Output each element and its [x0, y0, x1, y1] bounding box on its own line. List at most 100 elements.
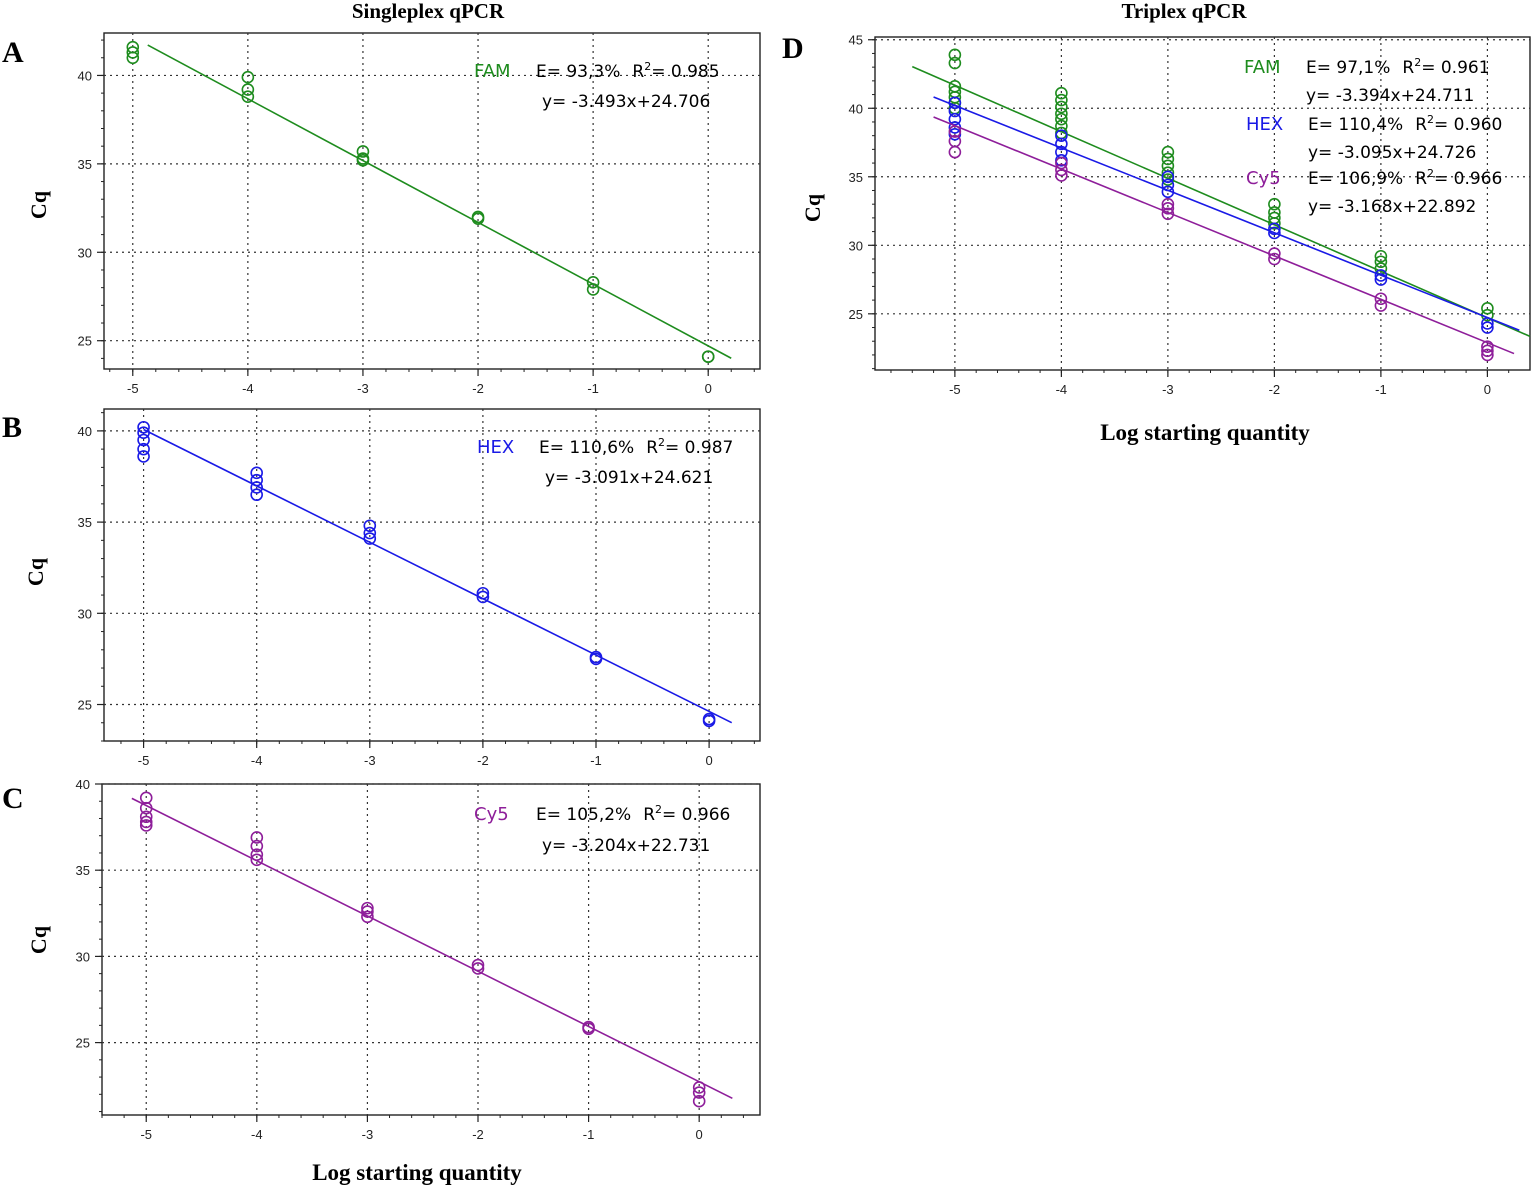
- panel-letter-c: C: [2, 782, 24, 815]
- x-tick-label: 0: [696, 1127, 703, 1142]
- data-point-cy5: [1055, 163, 1068, 177]
- data-point-hex: [948, 96, 962, 110]
- series-name-fam: FAM: [474, 61, 511, 82]
- data-point-cy5: [582, 1022, 595, 1036]
- r2-superscript: 2: [1427, 167, 1434, 180]
- y-axis-label-c: Cq: [26, 925, 51, 954]
- efficiency-value: E= 105,2%: [536, 805, 631, 825]
- data-point-hex: [948, 112, 962, 126]
- data-point-cy5: [1055, 156, 1068, 170]
- plot-frame: [874, 36, 1531, 371]
- data-point-cy5: [1268, 252, 1281, 266]
- data-point-fam: [126, 46, 140, 59]
- data-point-fam: [241, 70, 255, 84]
- data-point-cy5: [139, 810, 153, 824]
- data-point-fam: [1481, 302, 1494, 315]
- y-tick-label: 35: [78, 515, 92, 530]
- efficiency-value: E= 110,4%: [1308, 115, 1403, 135]
- r2-label: R: [1402, 58, 1414, 78]
- data-point-cy5: [250, 839, 264, 853]
- panel-a-plot: -5 -4 -3 -2 -1 0 25 30 35 40 FAM E= 93,3% R2= 0.985 y…: [78, 32, 761, 396]
- regression-line-cy5: [933, 116, 1515, 355]
- x-tick-label: -5: [127, 381, 139, 396]
- data-point-fam: [471, 212, 485, 225]
- regression-equation: y= -3.493x+24.706: [542, 92, 710, 112]
- regression-equation: y= -3.204x+22.731: [542, 836, 710, 856]
- data-point-cy5: [1374, 299, 1388, 312]
- r2-value: = 0.987: [665, 438, 733, 458]
- singleplex-title: Singleplex qPCR: [352, 0, 505, 23]
- data-point-hex: [137, 420, 150, 434]
- r2-value: = 0.985: [651, 62, 719, 82]
- y-tick-label: 40: [849, 101, 863, 116]
- y-axis-label-b: Cq: [23, 557, 48, 586]
- data-point-fam: [1374, 249, 1388, 263]
- data-point-hex: [1161, 178, 1175, 192]
- data-point-cy5: [1161, 207, 1175, 221]
- x-tick-label: -1: [1375, 382, 1387, 397]
- efficiency-r2-text: E= 105,2% R2= 0.966: [536, 803, 730, 825]
- x-tick-label: -4: [1056, 382, 1068, 397]
- regression-equation: y= -3.095x+24.726: [1308, 143, 1476, 163]
- data-point-hex: [1055, 137, 1068, 151]
- y-tick-label: 40: [78, 68, 92, 83]
- y-tick-label: 40: [76, 777, 90, 792]
- data-point-cy5: [692, 1094, 706, 1108]
- data-point-fam: [1161, 152, 1175, 166]
- data-point-cy5: [471, 958, 485, 972]
- data-point-hex: [476, 586, 490, 600]
- r2-label: R: [1415, 115, 1427, 135]
- data-point-cy5: [1055, 169, 1068, 182]
- y-tick-label: 35: [78, 157, 92, 172]
- r2-superscript: 2: [644, 60, 651, 73]
- data-point-fam: [1055, 112, 1068, 126]
- r2-label: R: [1415, 169, 1427, 189]
- data-point-fam: [1268, 217, 1281, 230]
- efficiency-r2-text: E= 93,3% R2= 0.985: [536, 60, 720, 82]
- r2-superscript: 2: [1414, 56, 1421, 69]
- r2-value: = 0.966: [662, 805, 730, 825]
- data-point-fam: [241, 83, 255, 96]
- x-tick-label: -2: [472, 381, 484, 396]
- data-point-hex: [250, 481, 263, 494]
- data-point-cy5: [139, 815, 153, 829]
- x-tick-label: -2: [472, 1127, 484, 1142]
- data-point-cy5: [139, 819, 153, 832]
- efficiency-r2-text: E= 110,6% R2= 0.987: [539, 436, 733, 458]
- data-point-hex: [137, 442, 150, 456]
- x-axis-label-d: Log starting quantity: [1100, 420, 1310, 445]
- series-name-hex: HEX: [477, 437, 514, 458]
- r2-value: = 0.961: [1421, 58, 1489, 78]
- y-tick-label: 45: [849, 33, 863, 48]
- data-point-hex: [363, 532, 377, 545]
- x-tick-label: 0: [705, 753, 712, 768]
- data-point-fam: [1055, 100, 1068, 114]
- panel-letter-d: D: [782, 32, 804, 65]
- data-point-cy5: [1481, 340, 1494, 354]
- y-tick-label: 25: [78, 698, 92, 713]
- efficiency-value: E= 93,3%: [536, 62, 620, 82]
- regression-line-cy5: [131, 797, 733, 1099]
- data-point-cy5: [361, 905, 374, 918]
- x-axis-label-c: Log starting quantity: [312, 1160, 522, 1185]
- data-point-hex: [250, 473, 263, 487]
- data-point-hex: [363, 519, 377, 533]
- regression-line-fam: [147, 44, 732, 359]
- data-point-hex: [363, 526, 377, 540]
- r2-superscript: 2: [658, 436, 665, 449]
- efficiency-value: E= 106,9%: [1308, 169, 1403, 189]
- efficiency-value: E= 110,6%: [539, 438, 634, 458]
- data-point-hex: [1481, 321, 1494, 334]
- data-point-fam: [1055, 119, 1068, 133]
- x-tick-label: -4: [251, 753, 263, 768]
- series-name-fam: FAM: [1244, 57, 1281, 78]
- y-tick-label: 30: [78, 606, 92, 621]
- data-point-cy5: [1374, 292, 1388, 306]
- efficiency-r2-text: E= 106,9% R2= 0.966: [1308, 167, 1502, 189]
- panel-c-plot: -5 -4 -3 -2 -1 0 25 30 35 40 Cy5 E= 105,2% R2= 0.966…: [76, 777, 761, 1142]
- x-tick-label: -2: [477, 753, 489, 768]
- data-point-hex: [702, 714, 716, 728]
- regression-line-hex: [143, 428, 733, 724]
